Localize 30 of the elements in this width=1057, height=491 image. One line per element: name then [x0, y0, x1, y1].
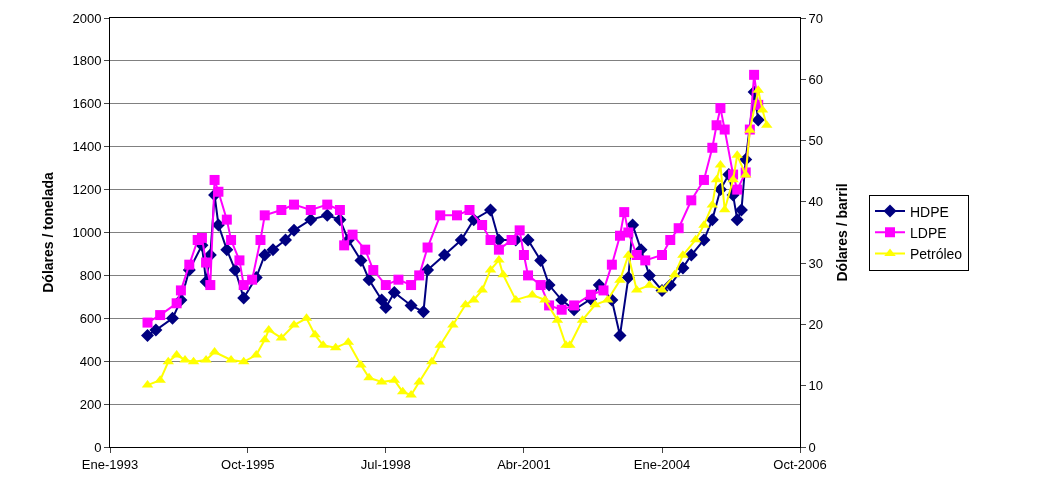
- y-tick-label: 1400: [72, 139, 102, 155]
- legend-label: LDPE: [910, 224, 947, 241]
- y-tick-label: 600: [79, 310, 102, 326]
- y-tick-label: 400: [79, 353, 102, 369]
- x-tick-label: Jul-1998: [360, 456, 411, 472]
- y2-tick-label: 70: [808, 10, 824, 26]
- y2-axis-title: Dólares / barril: [834, 183, 851, 282]
- y-tick-label: 800: [79, 267, 102, 283]
- y-tick-label: 2000: [72, 10, 102, 26]
- x-tick-label: Oct-2006: [773, 456, 827, 472]
- y-tick-label: 0: [94, 439, 102, 455]
- y2-tick-label: 20: [808, 316, 824, 332]
- y2-tick-label: 50: [808, 133, 824, 149]
- y-tick-label: 1600: [72, 96, 102, 112]
- y-tick-label: 1000: [72, 225, 102, 241]
- y2-tick-label: 30: [808, 255, 824, 271]
- x-tick-label: Ene-1993: [81, 456, 139, 472]
- legend-label: HDPE: [910, 203, 949, 220]
- x-tick-label: Ene-2004: [633, 456, 691, 472]
- y2-tick-label: 0: [808, 439, 816, 455]
- y-tick-label: 1200: [72, 182, 102, 198]
- y-tick-label: 1800: [72, 53, 102, 69]
- y2-tick-label: 40: [808, 194, 824, 210]
- x-tick-label: Abr-2001: [497, 456, 551, 472]
- legend-label: Petróleo: [910, 245, 963, 262]
- y-tick-label: 200: [79, 396, 102, 412]
- x-tick-label: Oct-1995: [221, 456, 275, 472]
- y-axis-title: Dólares / tonelada: [40, 171, 57, 293]
- y2-tick-label: 10: [808, 378, 824, 394]
- y2-tick-label: 60: [808, 71, 824, 87]
